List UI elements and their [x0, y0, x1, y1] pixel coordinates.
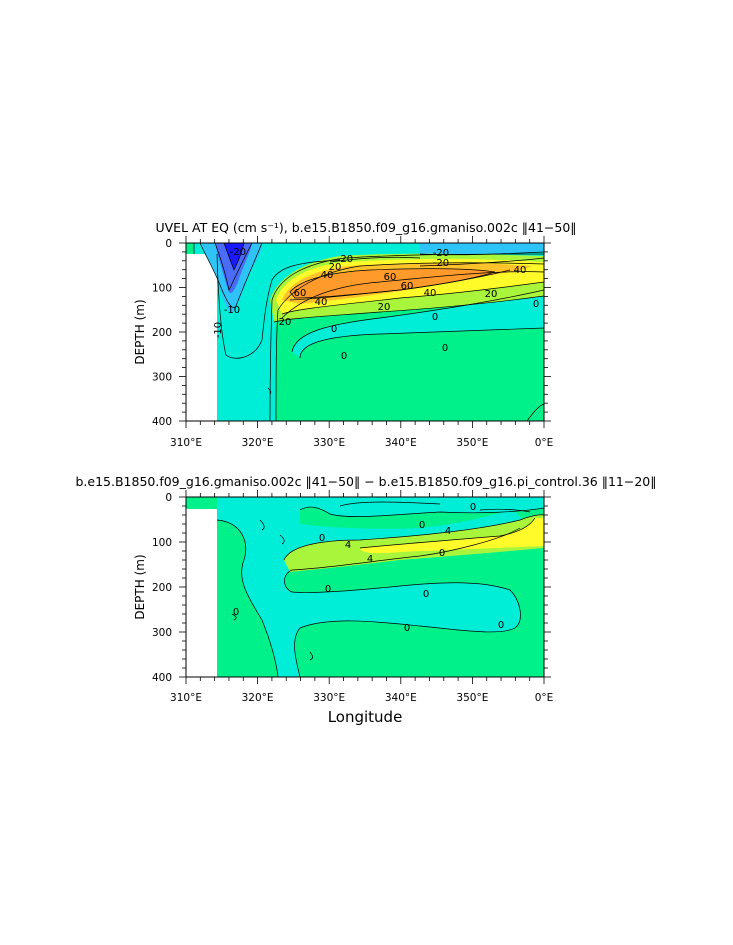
top-fill-neg-40 [224, 243, 244, 270]
bottom-label: 0 [498, 620, 504, 631]
bottom-y-tick: 300 [152, 627, 172, 639]
top-y-tick: 300 [152, 372, 172, 384]
top-x-tick: 340°E [385, 437, 417, 449]
top-label: 20 [378, 302, 391, 313]
bottom-label: 0 [233, 607, 239, 618]
top-label: 40 [315, 297, 328, 308]
bottom-fill-pos-4 [360, 518, 544, 554]
top-label: -20 [433, 258, 449, 269]
top-label: 0 [442, 343, 448, 354]
top-x-tick: 350°E [456, 437, 488, 449]
bottom-y-tick: 0 [165, 492, 172, 504]
top-contour-field: -20 -20 -20 20 20 40 40 40 60 60 60 40 2… [186, 243, 544, 421]
top-y-axis-label: DEPTH (m) [133, 299, 147, 364]
bottom-contour-labels: 0 0 0 4 4 4 0 0 0 0 0 0 [233, 502, 504, 634]
top-y-tick: 400 [152, 416, 172, 428]
bottom-label: 0 [419, 520, 425, 531]
top-label: 0 [341, 351, 347, 362]
top-x-tick: 330°E [313, 437, 345, 449]
top-label: -20 [337, 254, 353, 265]
top-label: 0 [331, 324, 337, 335]
top-x-tick: 320°E [242, 437, 274, 449]
top-label: 20 [485, 289, 498, 300]
bottom-x-tick: 0°E [535, 692, 554, 704]
bottom-label: 0 [404, 623, 410, 634]
bottom-y-axis-label: DEPTH (m) [133, 554, 147, 619]
bottom-label: 4 [445, 526, 451, 537]
bottom-label: 0 [470, 502, 476, 513]
top-label: 20 [279, 317, 292, 328]
bottom-panel: b.e15.B1850.f09_g16.gmaniso.002c ‖41−50‖… [75, 474, 656, 726]
bottom-label: 0 [439, 548, 445, 559]
bottom-label: 0 [423, 589, 429, 600]
top-x-tick: 310°E [170, 437, 202, 449]
top-label: -10 [224, 305, 240, 316]
top-label: 20 [329, 262, 342, 273]
bottom-x-axis-label: Longitude [328, 708, 403, 726]
top-label: 40 [424, 288, 437, 299]
bottom-y-tick-labels: 0 100 200 300 400 [152, 492, 172, 684]
bottom-label: 0 [325, 584, 331, 595]
bottom-ticks [179, 490, 551, 684]
top-panel: UVEL AT EQ (cm s⁻¹), b.e15.B1850.f09_g16… [133, 220, 577, 449]
bottom-label: 4 [345, 540, 351, 551]
top-fill-neg-0-10 [186, 243, 544, 421]
top-label: -20 [230, 247, 246, 258]
bottom-land-mask [186, 509, 217, 677]
top-x-tick: 0°E [535, 437, 554, 449]
top-label: -10 [213, 322, 224, 338]
top-contour-lines [193, 243, 544, 421]
top-ticks [179, 236, 551, 428]
top-label: 40 [321, 270, 334, 281]
top-label: 0 [432, 312, 438, 323]
bottom-fill-neg-top [300, 497, 544, 517]
top-panel-title: UVEL AT EQ (cm s⁻¹), b.e15.B1850.f09_g16… [155, 220, 576, 235]
top-y-tick: 0 [165, 238, 172, 250]
bottom-panel-title: b.e15.B1850.f09_g16.gmaniso.002c ‖41−50‖… [75, 474, 656, 489]
bottom-x-tick: 340°E [385, 692, 417, 704]
bottom-x-tick: 320°E [242, 692, 274, 704]
top-label: 0 [533, 299, 539, 310]
top-fill-surface-neg [420, 243, 544, 255]
bottom-x-tick-labels: 310°E 320°E 330°E 340°E 350°E 0°E [170, 692, 553, 704]
bottom-y-tick: 100 [152, 537, 172, 549]
bottom-contour-lines [216, 501, 544, 677]
top-fill-neg-tongue [292, 290, 544, 358]
top-label: 60 [294, 288, 307, 299]
top-label: 60 [384, 272, 397, 283]
bottom-x-tick: 310°E [170, 692, 202, 704]
bottom-x-tick: 330°E [313, 692, 345, 704]
top-label: -20 [433, 248, 449, 259]
bottom-label: 4 [367, 554, 373, 565]
bottom-y-tick: 400 [152, 672, 172, 684]
top-label: 40 [514, 265, 527, 276]
bottom-y-tick: 200 [152, 582, 172, 594]
top-y-tick: 100 [152, 283, 172, 295]
top-label: 60 [401, 281, 414, 292]
bottom-x-tick: 350°E [456, 692, 488, 704]
top-y-tick: 200 [152, 327, 172, 339]
top-y-tick-labels: 0 100 200 300 400 [152, 238, 172, 428]
top-x-tick-labels: 310°E 320°E 330°E 340°E 350°E 0°E [170, 437, 553, 449]
top-land-mask [186, 254, 217, 421]
top-contour-labels: -20 -20 -20 20 20 40 40 40 60 60 60 40 2… [213, 247, 539, 362]
bottom-contour-field: 0 0 0 4 4 4 0 0 0 0 0 0 [186, 497, 544, 677]
bottom-label: 0 [319, 533, 325, 544]
